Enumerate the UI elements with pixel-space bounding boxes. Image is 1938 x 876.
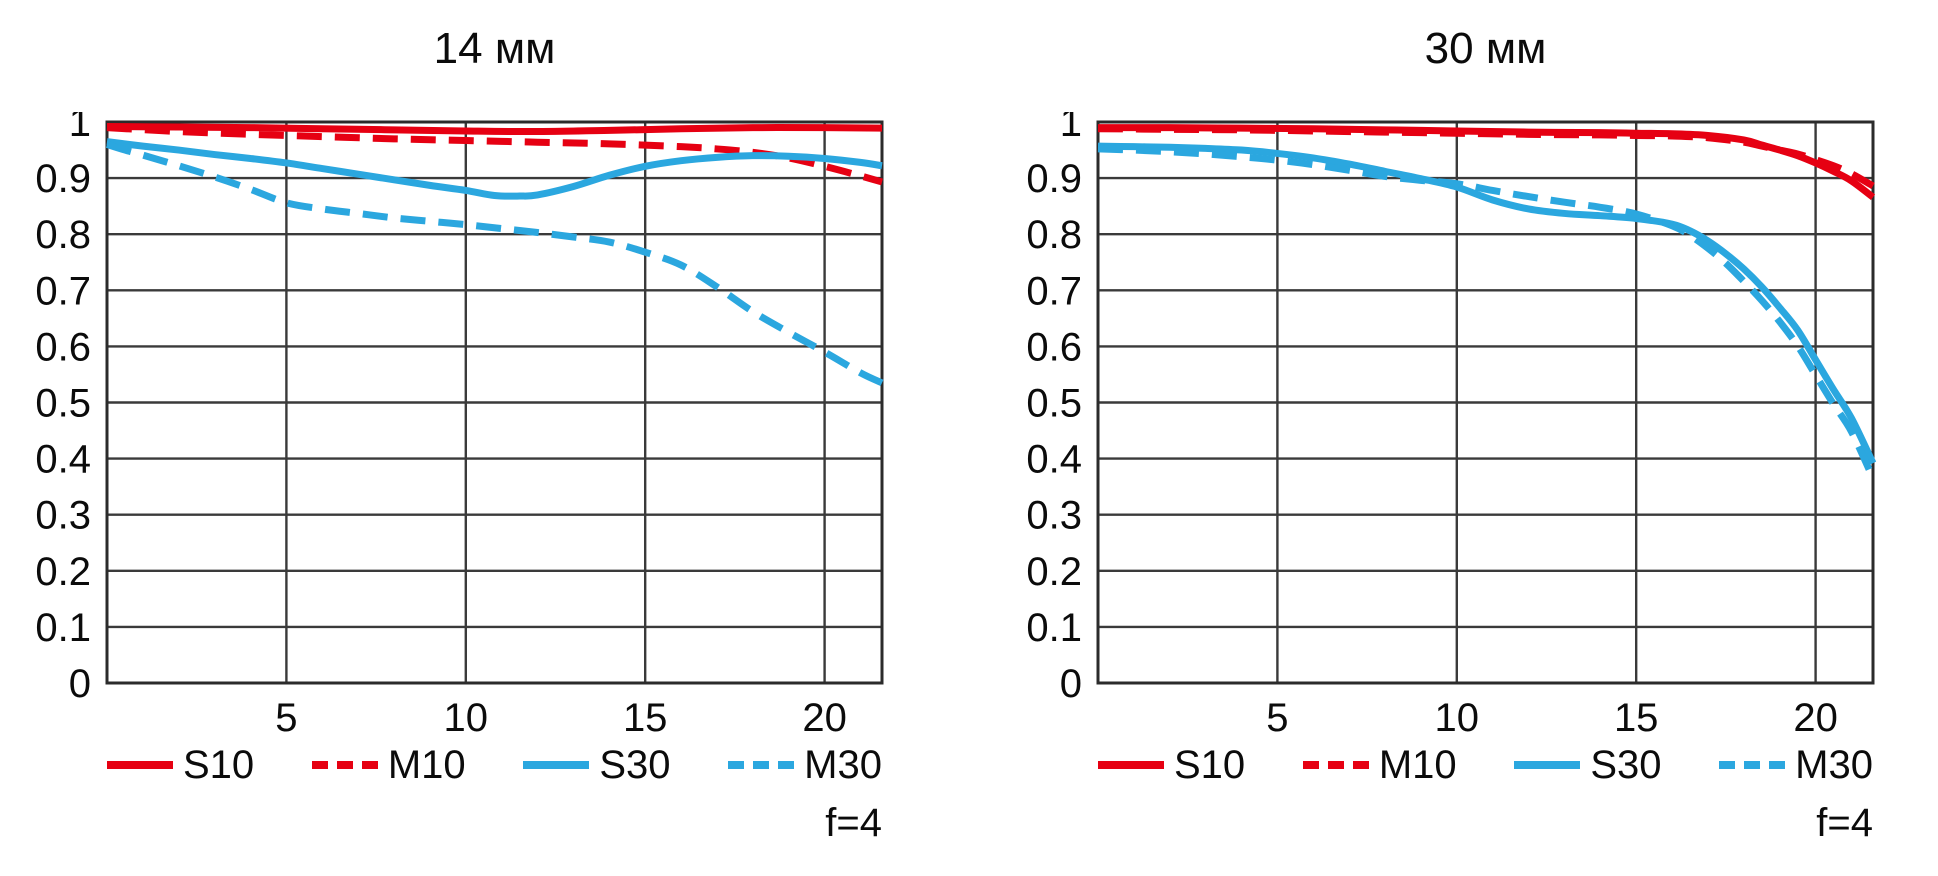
- curve-s30-14mm: [106, 138, 883, 200]
- y-tick-label: 0.7: [1026, 269, 1082, 313]
- y-tick-label: 0.1: [1026, 606, 1082, 650]
- legend-30mm: S10 M10 S30 M30: [1098, 743, 1873, 787]
- y-tick-label: 0.9: [1026, 157, 1082, 201]
- x-tick-label: 5: [275, 696, 297, 740]
- y-tick-label: 0.5: [1026, 382, 1082, 426]
- legend-item-s30: S30: [1514, 743, 1662, 787]
- x-tick-label: 10: [1435, 696, 1480, 740]
- y-tick-label: 1: [1060, 112, 1082, 145]
- legend-swatch-s30-line: [1514, 761, 1581, 769]
- mtf-plot-30mm: 1 0.9 0.8 0.7 0.6 0.5 0.4 0.3 0.2 0.1 0 5 10 15 20: [1026, 101, 1877, 740]
- plot-area-30mm: 1 0.9 0.8 0.7 0.6 0.5 0.4 0.3 0.2 0.1 0 5 10 15 20: [1019, 101, 1887, 743]
- legend-label-m10: M10: [1378, 743, 1457, 787]
- x-tick-label: 20: [802, 696, 847, 740]
- legend-label-m30: M30: [1795, 743, 1873, 787]
- legend-label-s10: S10: [1174, 743, 1246, 787]
- legend-swatch-m10-line: [311, 761, 378, 769]
- y-tick-label: 0.3: [1026, 494, 1082, 538]
- chart-title-30mm: 30 мм: [1424, 24, 1547, 73]
- y-tick-label: 0.2: [35, 550, 91, 594]
- y-tick-label: 0.8: [1026, 213, 1082, 257]
- chart-title-14mm: 14 мм: [433, 24, 556, 73]
- legend-item-s30: S30: [523, 743, 671, 787]
- legend-14mm: S10 M10 S30 M30: [107, 743, 882, 787]
- curve-m30-14mm: [105, 141, 884, 387]
- mtf-figure: 14 мм 1 0.9 0.8 0.7 0.6 0.5 0.4 0.3 0.2 0.1 0 5 10 15…: [28, 0, 1887, 847]
- x-tick-label: 20: [1793, 696, 1838, 740]
- legend-item-m10: M10: [311, 743, 466, 787]
- legend-item-s10: S10: [107, 745, 254, 785]
- y-tick-label: 0: [69, 662, 91, 706]
- y-tick-label: 0.4: [1026, 438, 1082, 482]
- y-tick-label: 1: [69, 112, 91, 145]
- legend-swatch-m30-line: [1719, 761, 1786, 769]
- chart-30mm: 30 мм 1 0.9 0.8 0.7 0.6 0.5 0.4 0.3 0.2 0.1 0 5 10 15…: [1019, 0, 1887, 847]
- y-tick-label: 0.8: [35, 213, 91, 257]
- legend-label-s30: S30: [599, 743, 671, 787]
- aperture-label-14mm: f=4: [825, 801, 882, 845]
- y-tick-label: 0.5: [35, 382, 91, 426]
- legend-label-m30: M30: [804, 743, 882, 787]
- legend-item-m30: M30: [1719, 745, 1873, 785]
- y-tick-label: 0: [1060, 662, 1082, 706]
- y-tick-label: 0.6: [1026, 325, 1082, 369]
- y-tick-label: 0.9: [35, 157, 91, 201]
- legend-item-s10: S10: [1098, 745, 1245, 785]
- curve-s10-14mm: [106, 122, 883, 136]
- legend-swatch-m30-line: [728, 761, 795, 769]
- plot-border: [105, 120, 884, 685]
- y-tick-label: 0.4: [35, 438, 91, 482]
- curve-m10-30mm: [1097, 125, 1875, 189]
- y-tick-label: 0.3: [35, 494, 91, 538]
- y-tick-label: 0.6: [35, 325, 91, 369]
- legend-label-m10: M10: [387, 743, 466, 787]
- y-tick-label: 0.1: [35, 606, 91, 650]
- legend-swatch-s10-line: [107, 761, 173, 769]
- plot-area-14mm: 1 0.9 0.8 0.7 0.6 0.5 0.4 0.3 0.2 0.1 0 5 10 15 20: [28, 101, 896, 743]
- legend-item-m10: M10: [1302, 743, 1457, 787]
- chart-14mm: 14 мм 1 0.9 0.8 0.7 0.6 0.5 0.4 0.3 0.2 0.1 0 5 10 15…: [28, 0, 896, 847]
- curve-m30-30mm: [1097, 145, 1877, 480]
- curve-m10-14mm: [106, 124, 883, 186]
- curve-s30-30mm: [1097, 142, 1877, 465]
- legend-item-m30: M30: [728, 745, 882, 785]
- x-tick-label: 15: [623, 696, 668, 740]
- aperture-label-30mm: f=4: [1816, 801, 1873, 845]
- legend-swatch-s10-line: [1098, 761, 1164, 769]
- legend-swatch-s30-line: [523, 761, 590, 769]
- plot-border: [1096, 120, 1875, 685]
- legend-label-s30: S30: [1590, 743, 1662, 787]
- legend-swatch-m10-line: [1302, 761, 1369, 769]
- mtf-plot-14mm: 1 0.9 0.8 0.7 0.6 0.5 0.4 0.3 0.2 0.1 0 5 10 15 20: [35, 101, 884, 740]
- x-tick-label: 15: [1614, 696, 1659, 740]
- x-tick-label: 5: [1266, 696, 1288, 740]
- y-tick-label: 0.2: [1026, 550, 1082, 594]
- y-tick-label: 0.7: [35, 269, 91, 313]
- x-tick-label: 10: [444, 696, 489, 740]
- legend-label-s10: S10: [183, 743, 255, 787]
